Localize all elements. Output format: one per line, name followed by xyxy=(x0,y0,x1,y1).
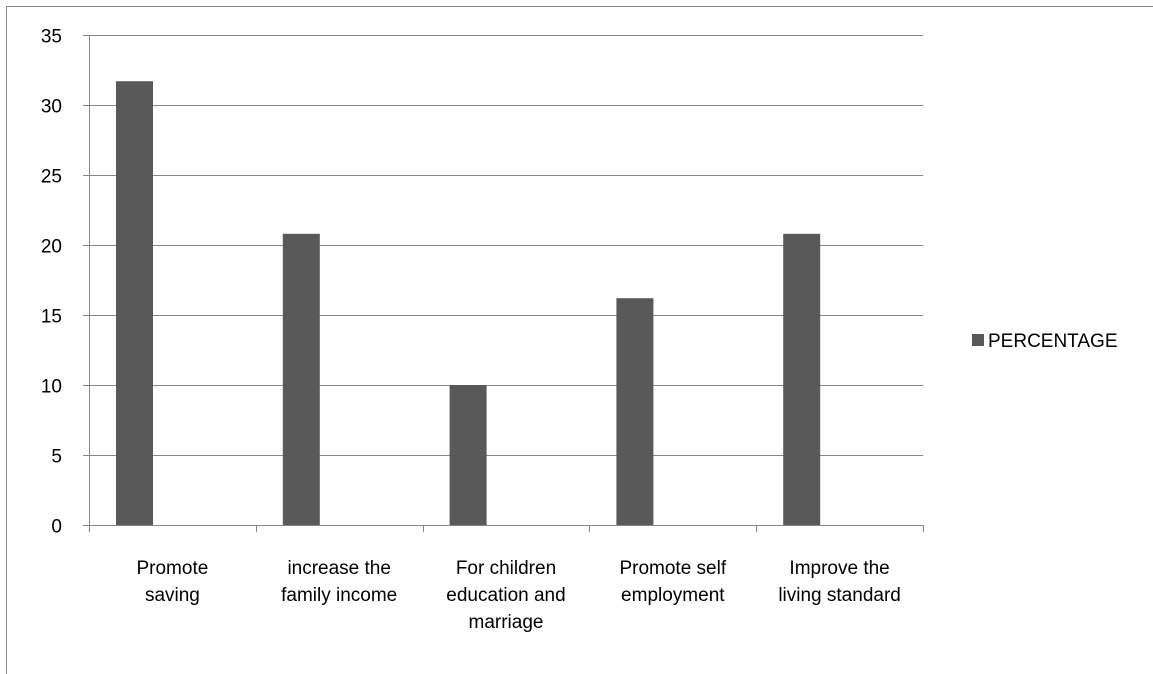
y-tick-label: 10 xyxy=(41,377,62,398)
bar xyxy=(116,81,153,525)
x-category-label: For children education and marriage xyxy=(446,558,565,633)
x-category-label: Improve the living standard xyxy=(778,558,901,606)
x-category-label: increase the family income xyxy=(281,558,397,606)
y-tick-label: 35 xyxy=(41,27,62,48)
chart-border xyxy=(6,6,1153,674)
bar xyxy=(282,233,320,526)
bar xyxy=(783,233,821,526)
legend-label: PERCENTAGE xyxy=(988,331,1118,352)
x-category-label: Promote saving xyxy=(136,558,208,606)
y-tick-label: 0 xyxy=(51,517,62,538)
bar xyxy=(449,385,487,525)
y-tick-label: 5 xyxy=(51,447,62,468)
y-tick-label: 25 xyxy=(41,167,62,188)
bar xyxy=(616,298,654,525)
legend-swatch xyxy=(972,334,984,346)
y-tick-label: 30 xyxy=(41,97,62,118)
x-category-label: Promote self employment xyxy=(619,558,726,606)
y-tick-label: 20 xyxy=(41,237,62,258)
y-tick-label: 15 xyxy=(41,307,62,328)
